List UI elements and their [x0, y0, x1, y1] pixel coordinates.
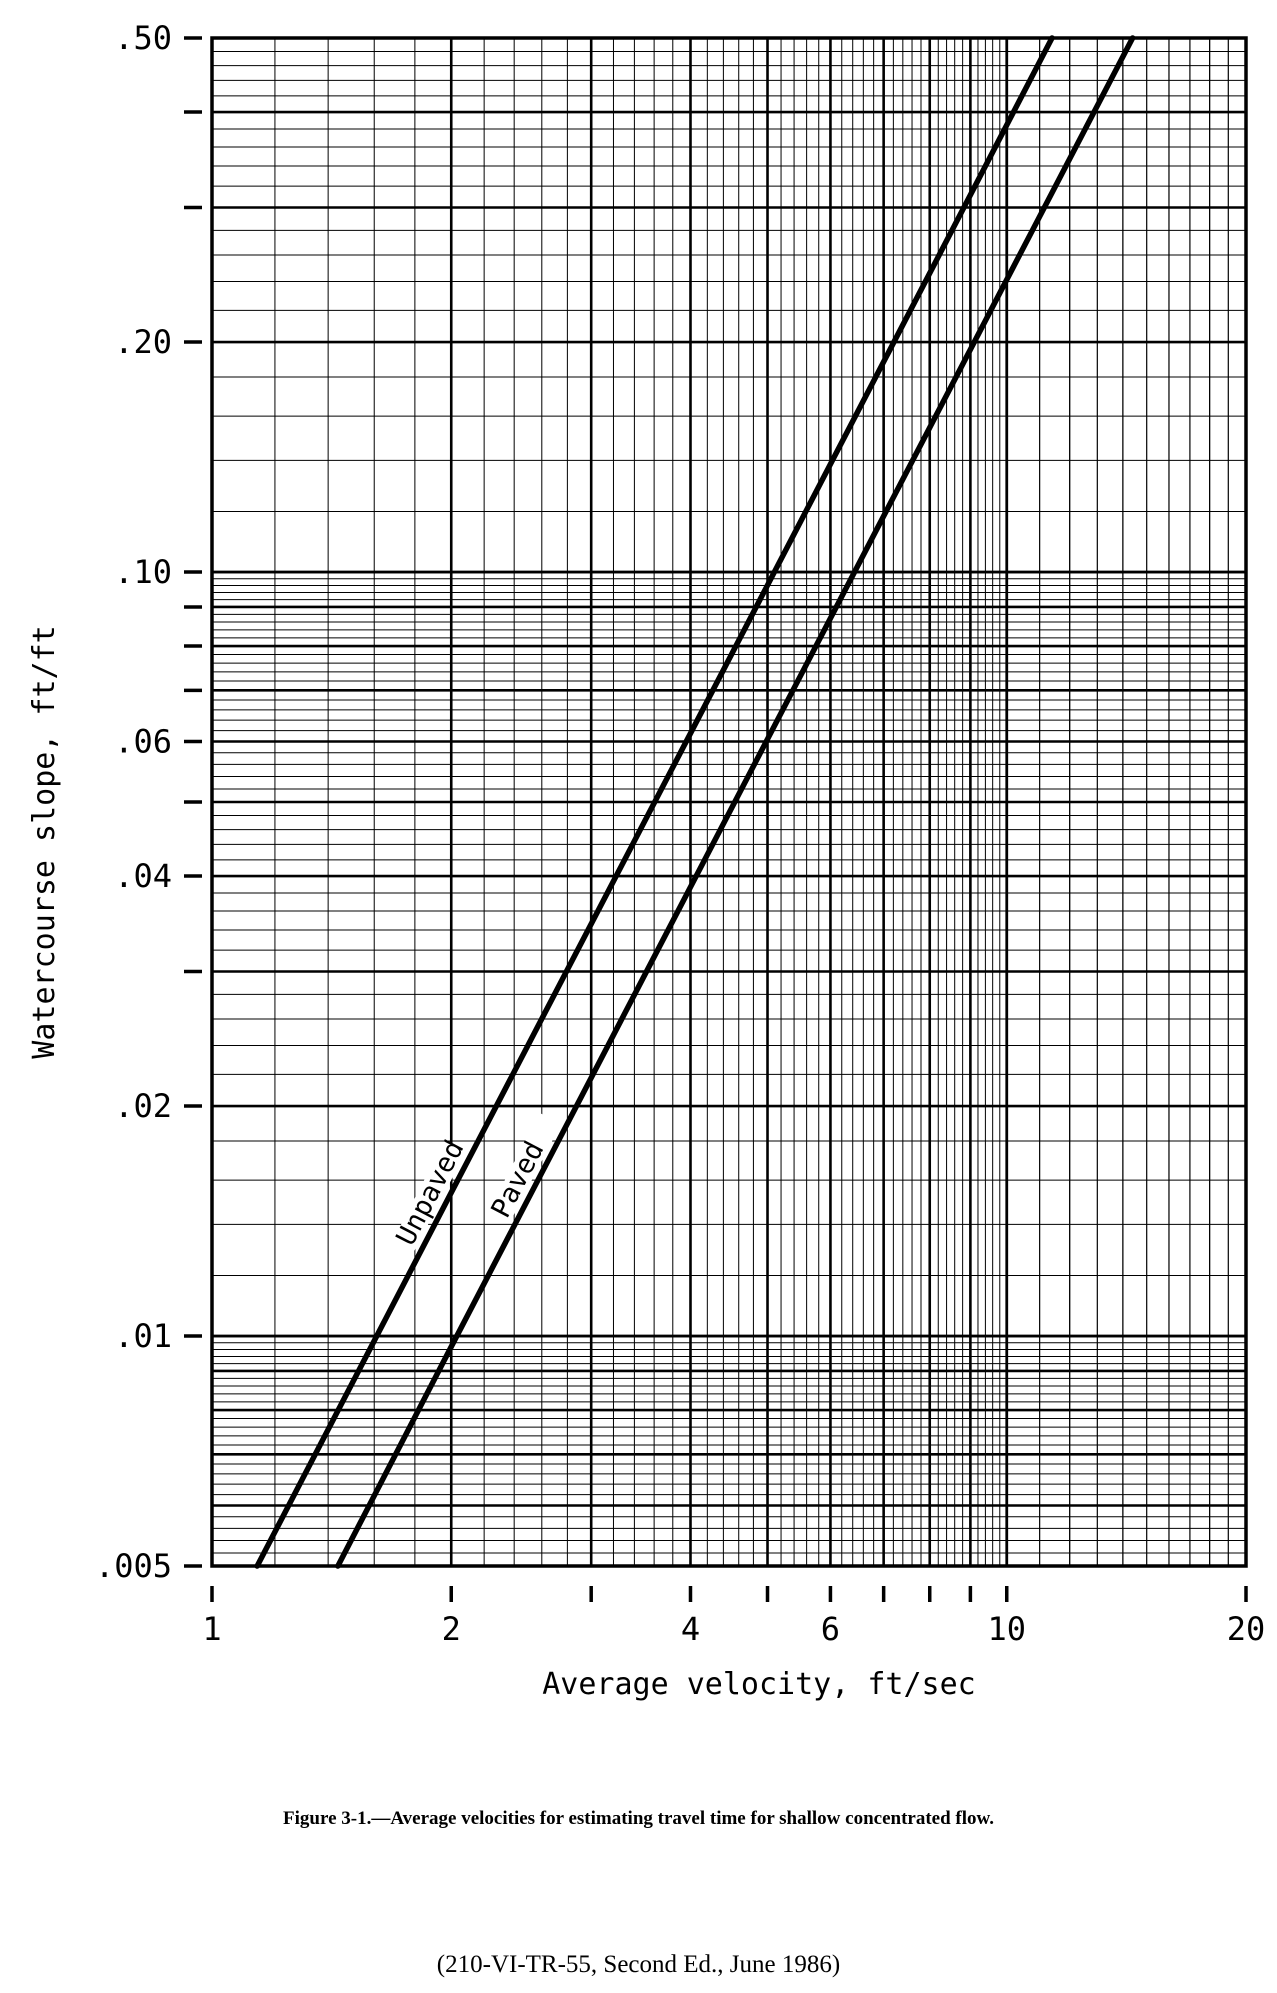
y-tick-label: .04 — [114, 857, 172, 895]
series-line-paved — [335, 35, 1136, 1569]
series-label-background — [488, 1112, 562, 1224]
plot-border — [210, 36, 1248, 1568]
x-tick-label: 6 — [821, 1610, 840, 1648]
y-tick-label: .10 — [114, 553, 172, 591]
x-tick-label: 1 — [202, 1610, 221, 1648]
x-tick-label: 20 — [1227, 1610, 1266, 1648]
series-label-background — [393, 1140, 467, 1251]
source-note: (210-VI-TR-55, Second Ed., June 1986) — [436, 1951, 841, 1978]
grid — [210, 36, 1248, 1568]
x-tick-label: 4 — [681, 1610, 700, 1648]
plot-frame — [210, 36, 1248, 1568]
y-tick-label: .50 — [114, 19, 172, 57]
series-lines — [254, 35, 1136, 1569]
axis-ticks — [184, 36, 1248, 1602]
figure-caption: Figure 3-1.—Average velocities for estim… — [283, 1808, 994, 1829]
x-tick-label: 10 — [987, 1610, 1026, 1648]
y-tick-label: .20 — [114, 323, 172, 361]
x-axis-title: Average velocity, ft/sec — [542, 1667, 975, 1702]
y-tick-label: .005 — [95, 1547, 172, 1585]
series-line-unpaved — [254, 35, 1055, 1569]
y-tick-label: .02 — [114, 1087, 172, 1125]
y-tick-label: .06 — [114, 723, 172, 761]
y-axis-title: Watercourse slope, ft/ft — [27, 625, 62, 1058]
x-tick-label: 2 — [442, 1610, 461, 1648]
y-tick-label: .01 — [114, 1317, 172, 1355]
